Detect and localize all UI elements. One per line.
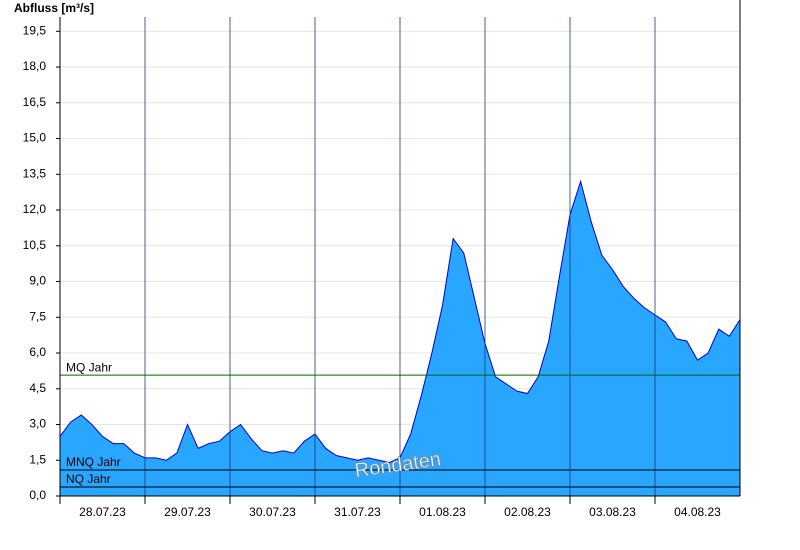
x-tick-label: 29.07.23 bbox=[164, 505, 211, 519]
y-tick-label: 3,0 bbox=[29, 417, 46, 431]
x-tick-label: 28.07.23 bbox=[79, 505, 126, 519]
y-tick-label: 7,5 bbox=[29, 309, 46, 323]
y-tick-label: 15,0 bbox=[23, 131, 47, 145]
y-axis-label: Abfluss [m³/s] bbox=[14, 1, 94, 15]
x-tick-label: 02.08.23 bbox=[504, 505, 551, 519]
y-tick-label: 6,0 bbox=[29, 345, 46, 359]
y-tick-label: 9,0 bbox=[29, 274, 46, 288]
y-tick-label: 18,0 bbox=[23, 59, 47, 73]
y-tick-label: 10,5 bbox=[23, 238, 47, 252]
y-tick-label: 16,5 bbox=[23, 95, 47, 109]
reference-label: MNQ Jahr bbox=[66, 455, 121, 469]
y-tick-label: 1,5 bbox=[29, 452, 46, 466]
x-tick-label: 30.07.23 bbox=[249, 505, 296, 519]
y-tick-label: 0,0 bbox=[29, 488, 46, 502]
x-tick-label: 03.08.23 bbox=[589, 505, 636, 519]
x-tick-label: 04.08.23 bbox=[674, 505, 721, 519]
x-tick-label: 31.07.23 bbox=[334, 505, 381, 519]
y-tick-label: 13,5 bbox=[23, 166, 47, 180]
x-tick-label: 01.08.23 bbox=[419, 505, 466, 519]
reference-label: MQ Jahr bbox=[66, 360, 112, 374]
reference-label: NQ Jahr bbox=[66, 472, 111, 486]
y-tick-label: 19,5 bbox=[23, 23, 47, 37]
y-tick-label: 12,0 bbox=[23, 202, 47, 216]
y-tick-label: 4,5 bbox=[29, 381, 46, 395]
